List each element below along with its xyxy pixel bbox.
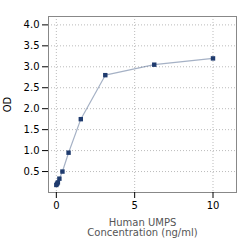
svg-text:Human UMPSConcentration (ng/ml: Human UMPSConcentration (ng/ml)	[87, 217, 197, 238]
svg-text:0: 0	[53, 200, 59, 211]
svg-text:10: 10	[207, 200, 220, 211]
svg-text:4.0: 4.0	[24, 19, 40, 30]
svg-text:1.0: 1.0	[24, 145, 40, 156]
svg-text:2.0: 2.0	[24, 103, 40, 114]
svg-text:3.5: 3.5	[24, 40, 40, 51]
svg-text:2.5: 2.5	[24, 82, 40, 93]
svg-text:1.5: 1.5	[24, 124, 40, 135]
svg-text:0.5: 0.5	[24, 166, 40, 177]
svg-text:3.0: 3.0	[24, 61, 40, 72]
svg-text:5: 5	[131, 200, 137, 211]
svg-text:OD: OD	[2, 96, 13, 112]
